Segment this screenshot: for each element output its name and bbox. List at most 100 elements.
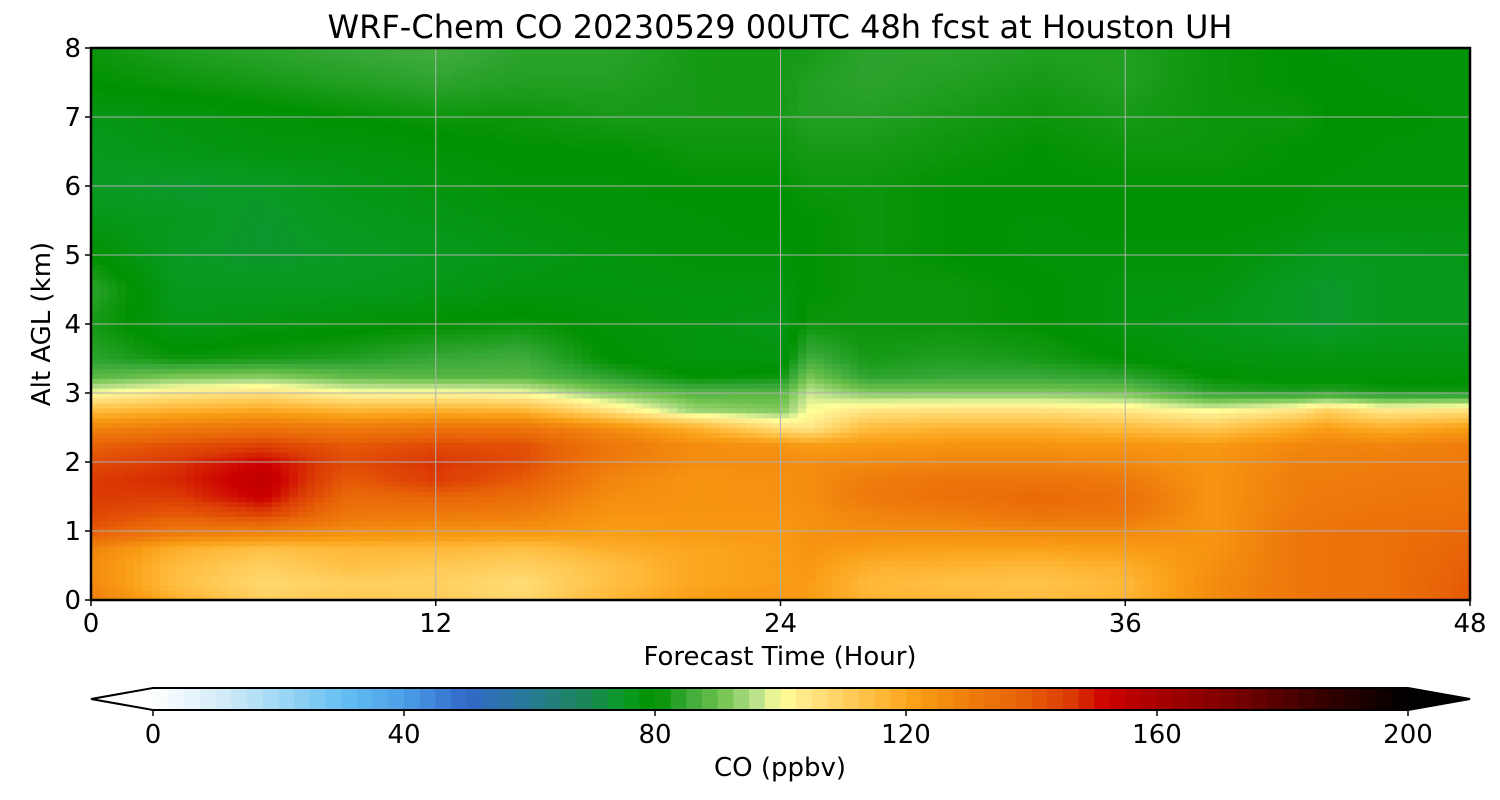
heatmap-cell	[409, 545, 420, 552]
heatmap-cell	[427, 590, 437, 596]
heatmap-cell	[961, 590, 971, 596]
heatmap-cell	[263, 565, 273, 572]
heatmap-cell	[435, 535, 445, 542]
heatmap-cell	[840, 447, 851, 453]
heatmap-cell	[254, 565, 264, 572]
heatmap-cell	[599, 471, 609, 478]
heatmap-cell	[702, 501, 713, 507]
heatmap-cell	[1021, 585, 1032, 591]
heatmap-cell	[306, 491, 316, 498]
heatmap-cell	[927, 575, 937, 581]
heatmap-cell	[883, 531, 894, 537]
heatmap-cell	[521, 466, 532, 473]
heatmap-cell	[1220, 452, 1230, 458]
heatmap-cell	[1297, 590, 1307, 596]
heatmap-cell	[961, 526, 971, 532]
heatmap-cell	[1461, 481, 1471, 488]
heatmap-cell	[685, 476, 695, 483]
heatmap-cell	[237, 540, 247, 547]
heatmap-cell	[1289, 447, 1299, 453]
heatmap-cell	[1237, 452, 1247, 458]
heatmap-cell	[1013, 580, 1023, 586]
heatmap-cell	[866, 560, 876, 567]
heatmap-cell	[608, 595, 618, 601]
heatmap-cell	[1176, 565, 1187, 572]
heatmap-cell	[677, 516, 687, 522]
heatmap-cell	[814, 545, 825, 552]
heatmap-cell	[1056, 501, 1066, 507]
heatmap-cell	[194, 580, 204, 586]
heatmap-cell	[297, 540, 308, 547]
heatmap-cell	[797, 466, 807, 473]
heatmap-cell	[1392, 550, 1402, 557]
heatmap-cell	[1108, 447, 1118, 453]
heatmap-cell	[1099, 511, 1109, 517]
heatmap-cell	[668, 471, 678, 478]
heatmap-cell	[858, 501, 868, 507]
heatmap-cell	[1461, 531, 1471, 537]
heatmap-cell	[168, 555, 178, 562]
heatmap-cell	[125, 550, 135, 557]
heatmap-cell	[1289, 535, 1299, 542]
heatmap-cell	[1280, 462, 1290, 468]
heatmap-cell	[91, 595, 101, 601]
heatmap-cell	[435, 452, 445, 458]
heatmap-cell	[780, 476, 790, 483]
heatmap-cell	[418, 481, 428, 488]
heatmap-cell	[323, 501, 333, 507]
heatmap-cell	[780, 486, 790, 493]
heatmap-cell	[332, 595, 342, 601]
heatmap-cell	[875, 526, 885, 532]
heatmap-cell	[1211, 580, 1221, 586]
heatmap-cell	[927, 585, 937, 591]
heatmap-cell	[633, 476, 644, 483]
heatmap-cell	[478, 595, 489, 601]
heatmap-cell	[375, 560, 385, 567]
heatmap-cell	[1418, 471, 1428, 478]
heatmap-cell	[1409, 545, 1419, 552]
heatmap-cell	[1461, 521, 1471, 527]
heatmap-cell	[1237, 481, 1247, 488]
heatmap-cell	[694, 496, 704, 503]
heatmap-cell	[1021, 590, 1032, 596]
heatmap-cell	[530, 521, 540, 527]
heatmap-cell	[91, 531, 101, 537]
heatmap-cell	[685, 595, 695, 601]
heatmap-cell	[1151, 457, 1161, 463]
heatmap-cell	[1263, 466, 1273, 473]
heatmap-cell	[1194, 575, 1204, 581]
heatmap-cell	[944, 545, 954, 552]
heatmap-cell	[797, 511, 807, 517]
heatmap-cell	[1418, 447, 1428, 453]
heatmap-cell	[1073, 545, 1083, 552]
heatmap-cell	[1220, 545, 1230, 552]
heatmap-cell	[858, 585, 868, 591]
heatmap-cell	[1271, 506, 1281, 512]
heatmap-cell	[513, 585, 523, 591]
heatmap-cell	[1297, 531, 1307, 537]
heatmap-cell	[1004, 565, 1014, 572]
heatmap-cell	[392, 545, 402, 552]
heatmap-cell	[1271, 501, 1281, 507]
heatmap-cell	[444, 471, 454, 478]
heatmap-cell	[435, 491, 445, 498]
heatmap-cell	[332, 565, 342, 572]
heatmap-cell	[1289, 511, 1299, 517]
heatmap-cell	[1168, 501, 1178, 507]
heatmap-cell	[1306, 466, 1316, 473]
heatmap-cell	[1082, 540, 1092, 547]
heatmap-cell	[608, 580, 618, 586]
heatmap-cell	[1228, 531, 1238, 537]
heatmap-cell	[108, 585, 118, 591]
heatmap-cell	[220, 506, 230, 512]
heatmap-cell	[875, 570, 885, 576]
heatmap-cell	[935, 535, 945, 542]
heatmap-cell	[849, 535, 859, 542]
heatmap-cell	[961, 457, 971, 463]
heatmap-cell	[1349, 501, 1359, 507]
heatmap-cell	[1168, 585, 1178, 591]
heatmap-cell	[1220, 447, 1230, 453]
heatmap-cell	[271, 506, 282, 512]
heatmap-cell	[1185, 481, 1195, 488]
heatmap-cell	[194, 575, 204, 581]
